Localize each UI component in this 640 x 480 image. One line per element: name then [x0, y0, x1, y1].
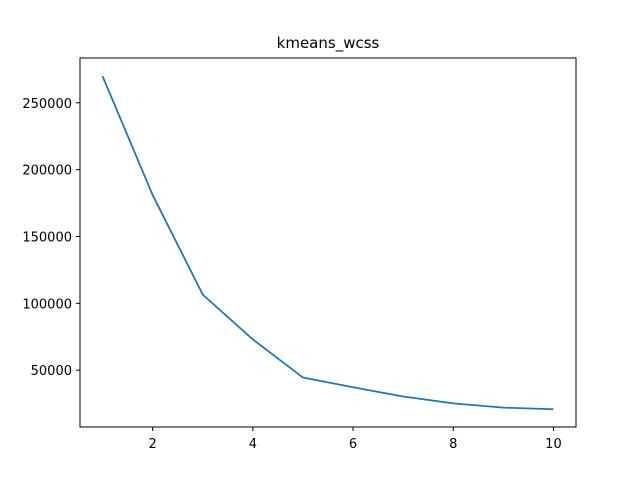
y-tick-label: 50000	[31, 364, 72, 379]
plot-area	[101, 75, 554, 411]
y-tick-label: 100000	[22, 297, 72, 312]
y-tick-label: 150000	[22, 230, 72, 245]
x-axis: 2 4 6 8 10	[149, 427, 562, 452]
x-tick-label: 8	[449, 437, 457, 452]
y-axis: 50000 100000 150000 200000 250000	[22, 97, 80, 379]
y-tick-label: 250000	[22, 97, 72, 112]
x-tick-label: 6	[349, 437, 357, 452]
x-tick-label: 4	[249, 437, 257, 452]
chart-title: kmeans_wcss	[277, 34, 380, 53]
y-tick-label: 200000	[22, 164, 72, 179]
series-line-1	[101, 75, 554, 411]
axes-frame	[79, 57, 577, 428]
x-tick-label: 2	[149, 437, 157, 452]
x-tick-label: 10	[545, 437, 562, 452]
